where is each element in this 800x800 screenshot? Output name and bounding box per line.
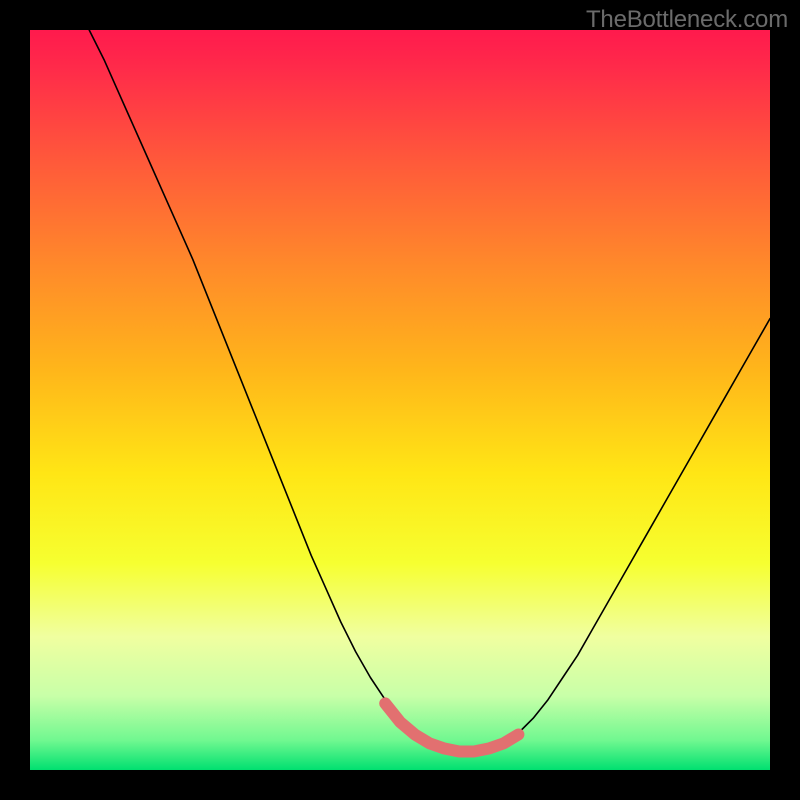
chart-svg xyxy=(30,30,770,770)
plot-area xyxy=(30,30,770,770)
watermark-text: TheBottleneck.com xyxy=(586,6,788,34)
chart-frame: TheBottleneck.com xyxy=(0,0,800,800)
